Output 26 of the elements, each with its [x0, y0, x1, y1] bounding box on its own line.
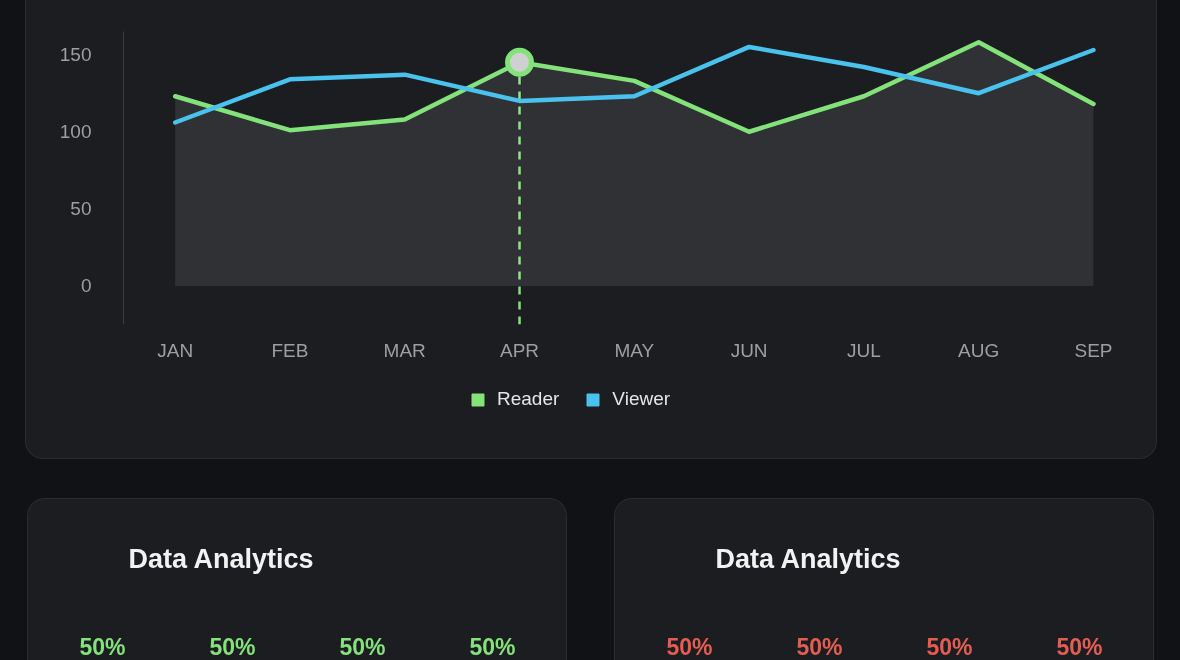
y-tick-label: 100: [59, 121, 92, 143]
text: 50%: [209, 633, 256, 660]
x-tick-label: JUL: [846, 339, 881, 361]
x-tick-label: APR: [499, 339, 540, 361]
x-tick-label: JAN: [157, 339, 194, 361]
text: 50%: [469, 633, 516, 660]
y-tick-label: 50: [70, 198, 92, 220]
x-tick-label: SEP: [1074, 339, 1113, 361]
x-tick-label: MAR: [383, 339, 426, 361]
x-tick-label: FEB: [271, 339, 309, 361]
x-tick-label: JUN: [730, 339, 768, 361]
text: 50%: [666, 633, 713, 660]
line-series: [172, 44, 1096, 125]
y-tick-label: 150: [59, 44, 92, 66]
text: 50%: [79, 633, 126, 660]
legend-label: Reader: [497, 388, 560, 410]
y-tick-label: 0: [80, 275, 92, 297]
text: Data Analytics: [128, 543, 314, 574]
text: 50%: [796, 633, 843, 660]
legend-label: Viewer: [612, 388, 671, 410]
text: Data Analytics: [715, 543, 901, 574]
x-tick-label: AUG: [958, 339, 1000, 361]
x-tick-label: MAY: [614, 339, 655, 361]
text: 50%: [926, 633, 973, 660]
text: 50%: [1056, 633, 1103, 660]
text: 50%: [339, 633, 386, 660]
